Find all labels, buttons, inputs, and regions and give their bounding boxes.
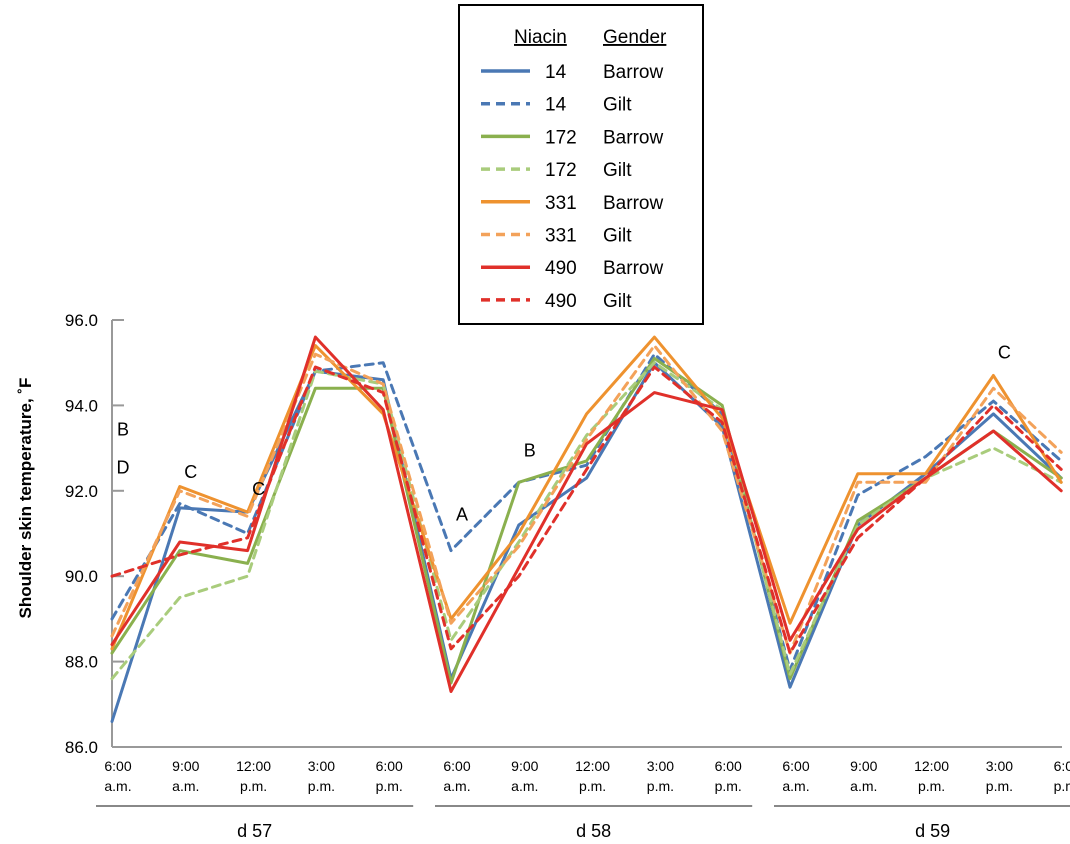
x-tick-label-period: p.m. (986, 778, 1013, 794)
y-tick-label: 92.0 (65, 482, 98, 501)
legend-niacin-label: 490 (545, 258, 577, 279)
x-tick-label-time: 9:00 (172, 758, 199, 774)
legend-niacin-label: 490 (545, 291, 577, 312)
x-axis-labels: 6:00 a.m. 9:00 a.m. 12:00 p.m. 3:00 p.m. 6:00 p.m… (104, 758, 1070, 794)
annotation-letter: B (524, 441, 536, 461)
day-groups: d 57 d 58 d 59 (96, 805, 1070, 841)
day-group-label: d 59 (915, 821, 950, 841)
x-tick-label-time: 6:00 (104, 758, 131, 774)
legend-niacin-label: 172 (545, 127, 577, 148)
chart-axes (111, 320, 1062, 748)
x-tick-label-time: 6:00 (715, 758, 742, 774)
x-tick-label-time: 3:00 (308, 758, 335, 774)
legend-niacin-label: 331 (545, 193, 577, 214)
legend-gender-label: Barrow (603, 193, 663, 214)
x-tick-label-period: a.m. (782, 778, 809, 794)
legend-box (458, 4, 704, 325)
x-tick-label-period: a.m. (104, 778, 131, 794)
x-tick-label-time: 6:00 (443, 758, 470, 774)
legend-header-gender: Gender (603, 27, 667, 48)
x-tick-label-time: 6:00 (782, 758, 809, 774)
legend-niacin-label: 172 (545, 160, 577, 181)
series-line-331-barrow (110, 335, 1063, 651)
y-tick-label: 88.0 (65, 653, 98, 672)
x-tick-label-time: 12:00 (575, 758, 610, 774)
x-tick-label-period: p.m. (240, 778, 267, 794)
legend-niacin-label: 14 (545, 62, 567, 83)
x-tick-label-period: a.m. (172, 778, 199, 794)
x-tick-label-period: p.m. (715, 778, 742, 794)
x-tick-label-period: p.m. (376, 778, 403, 794)
legend-niacin-label: 331 (545, 226, 577, 247)
y-tick-label: 90.0 (65, 567, 98, 586)
y-axis-title: Shoulder skin temperature, ˚F (16, 378, 35, 619)
series-line-14-gilt (110, 352, 1063, 672)
annotation-letter: D (117, 458, 130, 478)
x-tick-label-period: a.m. (511, 778, 538, 794)
x-tick-label-time: 9:00 (850, 758, 877, 774)
x-tick-label-period: p.m. (647, 778, 674, 794)
legend-gender-label: Barrow (603, 127, 663, 148)
annotation-letter: A (456, 505, 468, 525)
annotation-letter: C (252, 479, 265, 499)
legend: Niacin Gender 14 Barrow 14 Gilt 172 Barrow 172 Gi… (458, 4, 704, 325)
legend-gender-label: Barrow (603, 62, 663, 83)
legend-niacin-label: 14 (545, 95, 567, 116)
x-tick-label-period: a.m. (443, 778, 470, 794)
x-tick-label-period: p.m. (579, 778, 606, 794)
legend-header-niacin: Niacin (514, 27, 567, 48)
x-tick-label-period: p.m. (1054, 778, 1070, 794)
x-tick-label-period: p.m. (918, 778, 945, 794)
day-group-label: d 57 (237, 821, 272, 841)
legend-gender-label: Gilt (603, 160, 632, 181)
series-line-331-gilt (110, 344, 1063, 655)
legend-gender-label: Barrow (603, 258, 663, 279)
series-line-490-gilt (110, 365, 1063, 655)
x-tick-label-time: 12:00 (914, 758, 949, 774)
annotation-letter: B (117, 419, 129, 439)
legend-gender-label: Gilt (603, 291, 632, 312)
y-tick-label: 94.0 (65, 396, 98, 415)
x-tick-label-time: 6:00 (376, 758, 403, 774)
x-tick-label-time: 9:00 (511, 758, 538, 774)
day-group-label: d 58 (576, 821, 611, 841)
annotation-letter: C (998, 342, 1011, 362)
y-tick-label: 86.0 (65, 738, 98, 757)
x-tick-label-period: p.m. (308, 778, 335, 794)
x-tick-label-time: 6:00 (1054, 758, 1070, 774)
x-tick-label-time: 3:00 (986, 758, 1013, 774)
x-tick-label-time: 3:00 (647, 758, 674, 774)
legend-gender-label: Gilt (603, 226, 632, 247)
y-tick-label: 96.0 (65, 311, 98, 330)
legend-gender-label: Gilt (603, 95, 632, 116)
y-axis-ticks: 86.0 88.0 90.0 92.0 94.0 96.0 (65, 311, 124, 757)
x-tick-label-period: a.m. (850, 778, 877, 794)
x-tick-label-time: 12:00 (236, 758, 271, 774)
series-lines (110, 335, 1063, 723)
annotation-letter: C (184, 462, 197, 482)
